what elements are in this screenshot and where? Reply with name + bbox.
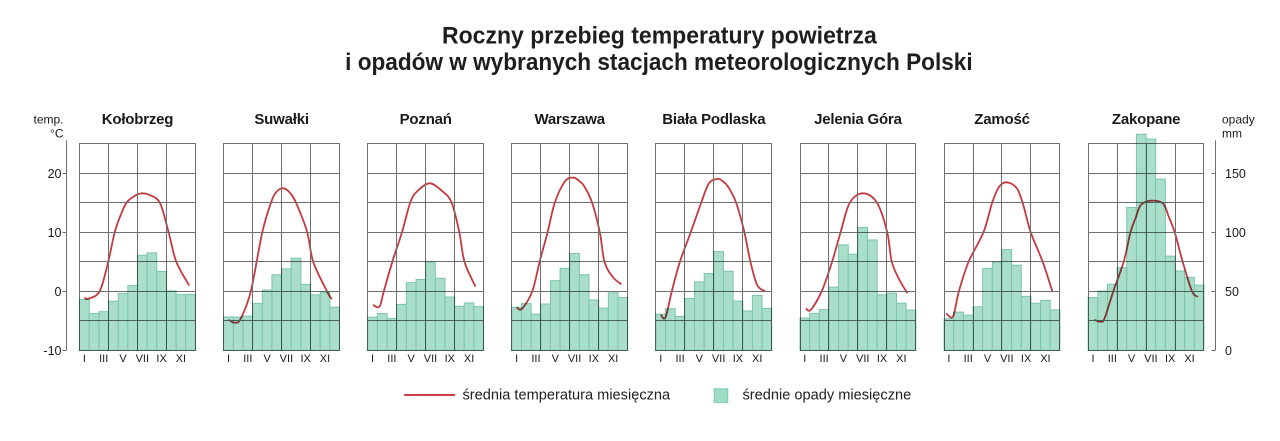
svg-text:VII: VII xyxy=(1144,353,1157,365)
svg-text:0: 0 xyxy=(55,285,62,299)
svg-text:XI: XI xyxy=(1040,353,1050,365)
svg-text:IX: IX xyxy=(445,353,456,365)
svg-text:XI: XI xyxy=(176,353,186,365)
svg-text:VII: VII xyxy=(424,353,437,365)
svg-text:XI: XI xyxy=(896,353,906,365)
svg-text:IX: IX xyxy=(1021,353,1032,365)
svg-text:I: I xyxy=(947,353,950,365)
svg-text:50: 50 xyxy=(1225,285,1239,299)
svg-text:VII: VII xyxy=(280,353,293,365)
svg-text:Zakopane: Zakopane xyxy=(1112,111,1180,128)
svg-text:20: 20 xyxy=(48,167,62,181)
svg-text:III: III xyxy=(1108,353,1117,365)
svg-text:Poznań: Poznań xyxy=(400,111,452,128)
svg-text:V: V xyxy=(263,353,271,365)
svg-text:V: V xyxy=(840,353,848,365)
svg-text:V: V xyxy=(1128,353,1136,365)
svg-text:I: I xyxy=(515,353,518,365)
svg-text:III: III xyxy=(675,353,684,365)
svg-text:V: V xyxy=(119,353,127,365)
svg-text:IX: IX xyxy=(156,353,167,365)
svg-text:XI: XI xyxy=(464,353,474,365)
svg-text:°C: °C xyxy=(50,127,64,141)
svg-text:Warszawa: Warszawa xyxy=(535,111,606,128)
svg-text:i opadów w wybranych stacjach: i opadów w wybranych stacjach meteorolog… xyxy=(345,49,973,76)
svg-text:IX: IX xyxy=(877,353,888,365)
svg-text:0: 0 xyxy=(1225,344,1232,358)
svg-text:średnia temperatura miesięczna: średnia temperatura miesięczna xyxy=(463,388,672,404)
svg-text:III: III xyxy=(99,353,108,365)
svg-text:IX: IX xyxy=(733,353,744,365)
svg-text:10: 10 xyxy=(48,226,62,240)
svg-text:V: V xyxy=(408,353,416,365)
svg-text:VII: VII xyxy=(712,353,725,365)
svg-text:średnie opady miesięczne: średnie opady miesięczne xyxy=(743,388,912,404)
svg-text:XI: XI xyxy=(1184,353,1194,365)
svg-text:temp.: temp. xyxy=(33,113,63,127)
svg-text:XI: XI xyxy=(608,353,618,365)
svg-text:I: I xyxy=(803,353,806,365)
svg-text:VII: VII xyxy=(1000,353,1013,365)
svg-text:VII: VII xyxy=(856,353,869,365)
svg-text:opady: opady xyxy=(1222,113,1255,127)
svg-text:V: V xyxy=(552,353,560,365)
svg-text:mm: mm xyxy=(1222,127,1242,141)
svg-text:IX: IX xyxy=(301,353,312,365)
svg-text:IX: IX xyxy=(1165,353,1176,365)
svg-text:Suwałki: Suwałki xyxy=(254,111,308,128)
svg-text:V: V xyxy=(696,353,704,365)
svg-text:150: 150 xyxy=(1225,167,1246,181)
svg-text:Roczny przebieg temperatury po: Roczny przebieg temperatury powietrza xyxy=(442,23,877,50)
svg-text:I: I xyxy=(371,353,374,365)
svg-text:VII: VII xyxy=(136,353,149,365)
svg-text:III: III xyxy=(531,353,540,365)
svg-text:Biała Podlaska: Biała Podlaska xyxy=(662,111,766,128)
svg-text:XI: XI xyxy=(752,353,762,365)
svg-text:III: III xyxy=(243,353,252,365)
svg-text:I: I xyxy=(1091,353,1094,365)
svg-text:I: I xyxy=(83,353,86,365)
svg-text:III: III xyxy=(964,353,973,365)
svg-text:III: III xyxy=(387,353,396,365)
svg-text:IX: IX xyxy=(589,353,600,365)
svg-text:I: I xyxy=(227,353,230,365)
svg-text:-10: -10 xyxy=(43,344,61,358)
svg-text:VII: VII xyxy=(568,353,581,365)
svg-text:XI: XI xyxy=(320,353,330,365)
svg-text:100: 100 xyxy=(1225,226,1246,240)
svg-text:I: I xyxy=(659,353,662,365)
svg-text:V: V xyxy=(984,353,992,365)
svg-text:Zamość: Zamość xyxy=(974,111,1030,128)
svg-text:Jelenia Góra: Jelenia Góra xyxy=(814,111,903,128)
svg-text:III: III xyxy=(820,353,829,365)
svg-text:Kołobrzeg: Kołobrzeg xyxy=(102,111,174,128)
